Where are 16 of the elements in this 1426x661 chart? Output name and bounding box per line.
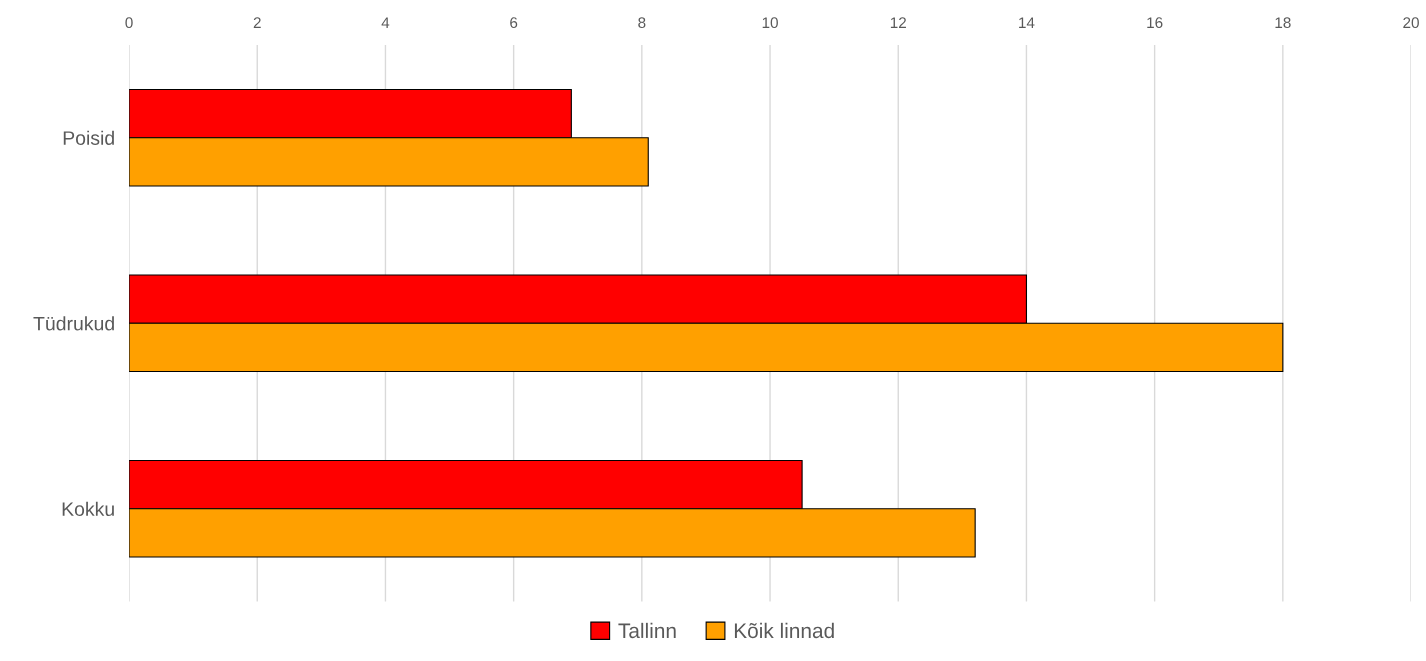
y-tick-label: Kokku [62,501,114,516]
x-tick-label: 14 [1019,17,1035,28]
x-tick-label: 10 [762,17,778,29]
x-tick-label: 8 [638,17,646,29]
x-tick-label: 2 [253,17,261,28]
legend-label: Kõik linnad [734,622,834,639]
x-tick-label: 6 [510,17,518,29]
x-tick-label: 16 [1147,17,1163,29]
x-tick-label: 4 [381,17,390,28]
legend-label: Tallinn [618,622,676,639]
y-tick-label: Tüdrukud [33,316,114,331]
x-tick-label: 0 [125,17,133,29]
x-tick-label: 12 [890,17,906,28]
y-tick-label: Poisid [63,130,114,145]
x-tick-label: 20 [1403,17,1419,29]
x-tick-label: 18 [1275,17,1291,29]
